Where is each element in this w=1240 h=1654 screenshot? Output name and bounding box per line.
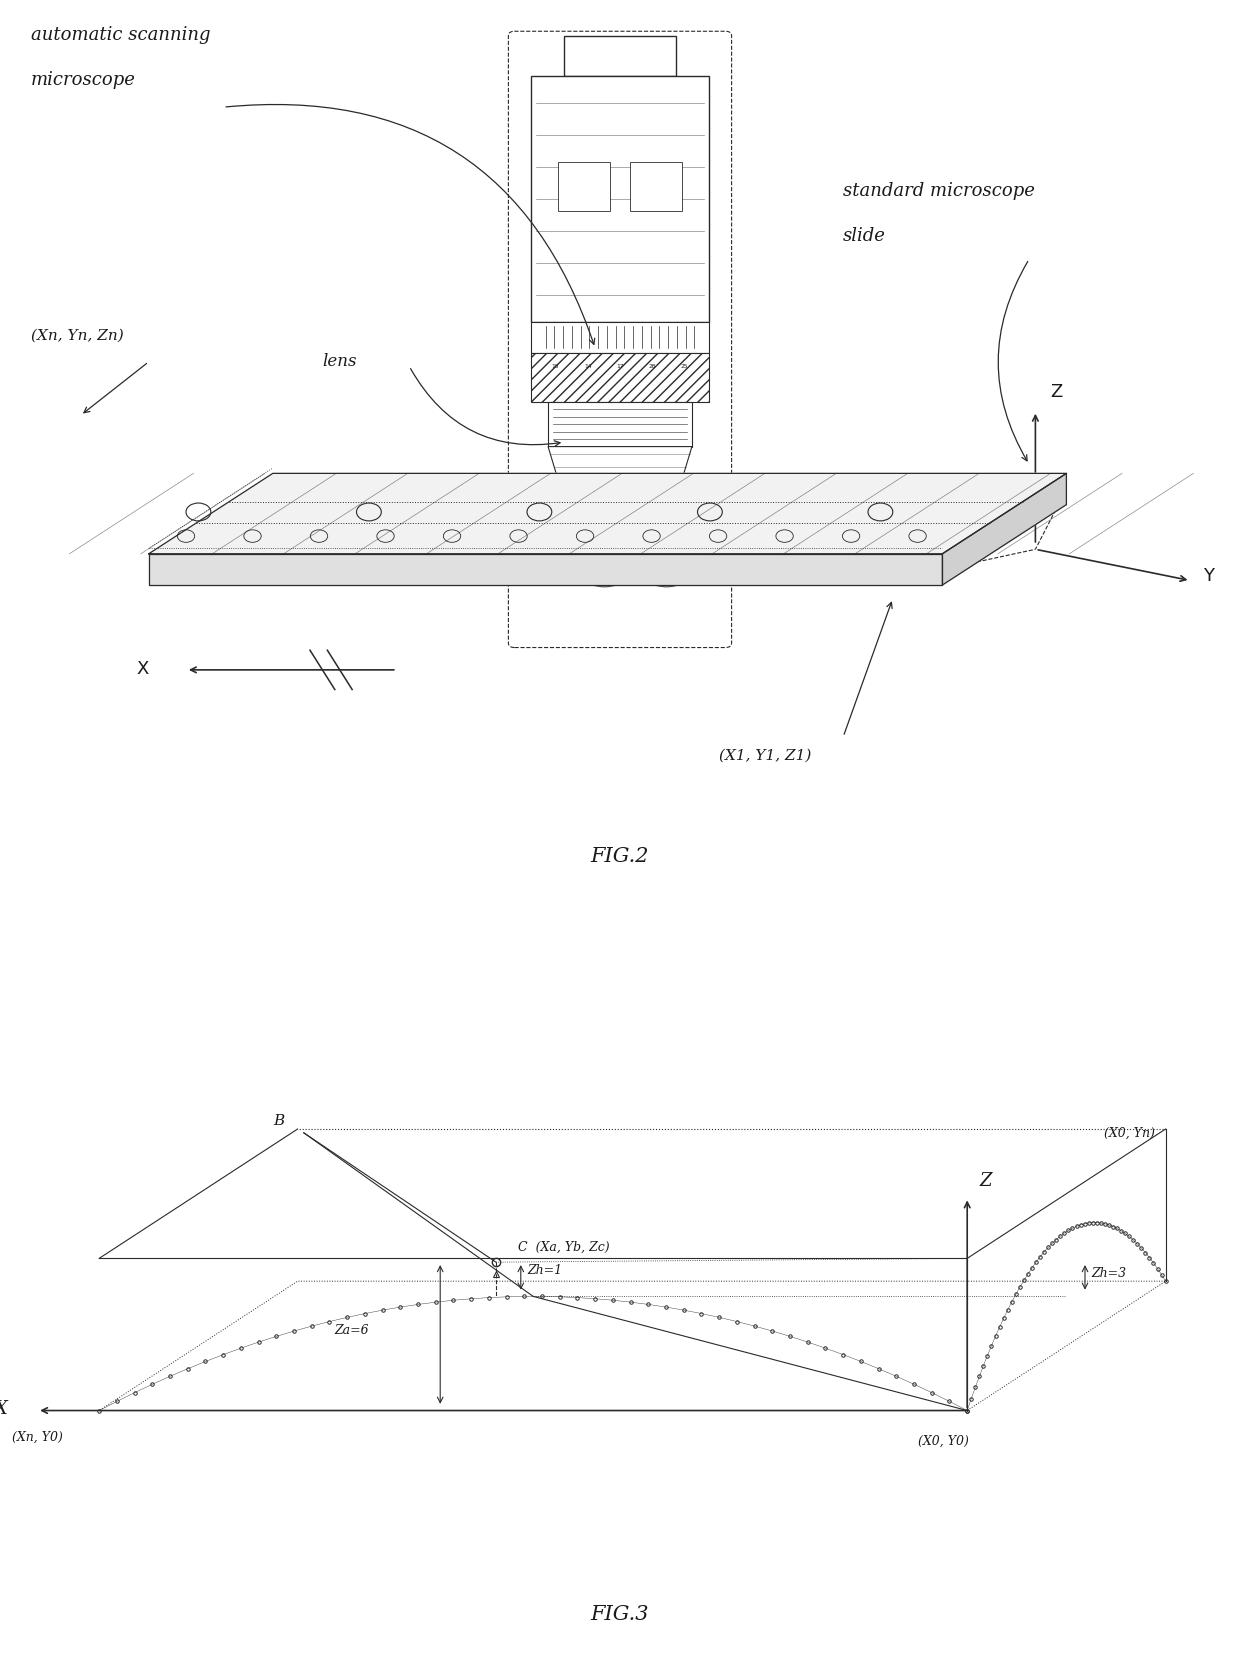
Text: Z: Z: [980, 1173, 992, 1191]
Polygon shape: [585, 544, 655, 564]
Text: FIG.3: FIG.3: [590, 1604, 650, 1624]
Text: 14: 14: [584, 364, 591, 369]
Bar: [585, 500, 655, 544]
FancyBboxPatch shape: [508, 31, 732, 647]
Text: 17: 17: [616, 364, 624, 369]
Bar: [531, 352, 709, 402]
Polygon shape: [149, 554, 942, 586]
Text: standard microscope: standard microscope: [843, 182, 1035, 200]
Text: Z: Z: [1050, 384, 1063, 402]
Bar: [558, 162, 610, 212]
Text: (X0, Y0): (X0, Y0): [918, 1434, 968, 1447]
Text: Zh=3: Zh=3: [1091, 1267, 1126, 1280]
Bar: [564, 36, 676, 76]
Text: B: B: [273, 1115, 284, 1128]
Text: 20: 20: [649, 364, 656, 369]
Text: C  (Xa, Yb, Zc): C (Xa, Yb, Zc): [518, 1240, 610, 1254]
Polygon shape: [942, 473, 1066, 586]
Text: 25: 25: [681, 364, 688, 369]
Polygon shape: [149, 473, 1066, 554]
Text: (X0, Yn): (X0, Yn): [1104, 1126, 1154, 1140]
Text: lens: lens: [322, 354, 357, 370]
Text: microscope: microscope: [31, 71, 136, 89]
Text: (Xn, Yn, Zn): (Xn, Yn, Zn): [31, 329, 124, 342]
Text: slide: slide: [843, 227, 887, 245]
Text: Y: Y: [1203, 567, 1214, 584]
Bar: [531, 76, 709, 321]
Bar: [531, 321, 709, 352]
Text: X: X: [136, 660, 149, 678]
Bar: [630, 162, 682, 212]
Text: (Xn, Y0): (Xn, Y0): [12, 1431, 63, 1444]
Bar: [593, 574, 647, 581]
Bar: [548, 402, 692, 447]
Text: (X1, Y1, Z1): (X1, Y1, Z1): [719, 748, 811, 762]
Text: X: X: [0, 1401, 6, 1419]
Text: 10: 10: [552, 364, 559, 369]
Text: Zh=1: Zh=1: [527, 1264, 562, 1277]
Polygon shape: [548, 447, 692, 500]
Text: FIG.2: FIG.2: [590, 847, 650, 867]
Text: Za=6: Za=6: [335, 1325, 370, 1338]
Text: automatic scanning: automatic scanning: [31, 26, 211, 45]
